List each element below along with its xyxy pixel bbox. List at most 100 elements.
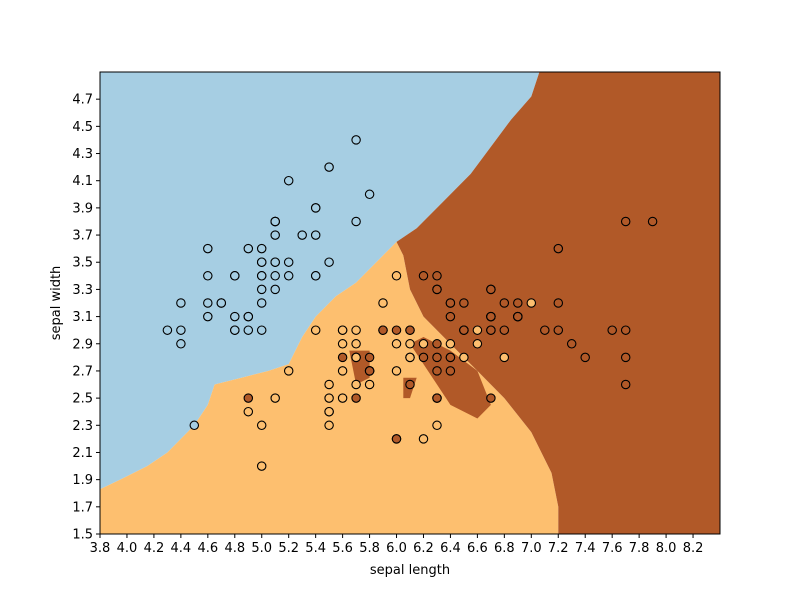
data-point [432, 339, 442, 349]
data-point [553, 243, 564, 254]
plot-area [100, 72, 720, 534]
data-point [418, 271, 429, 281]
data-point [176, 298, 186, 308]
data-point [540, 325, 550, 335]
y-tick-label: 1.7 [72, 500, 93, 515]
data-point [243, 243, 254, 254]
data-point [351, 339, 361, 349]
data-point [256, 257, 267, 267]
data-point [378, 298, 388, 308]
data-point [324, 406, 334, 417]
data-point [243, 393, 254, 403]
x-tick-label: 7.4 [575, 541, 596, 556]
data-point [256, 420, 267, 431]
x-tick-label: 8.2 [683, 541, 704, 556]
data-point [337, 366, 348, 376]
data-point [230, 311, 240, 322]
data-point [216, 298, 227, 308]
data-point [620, 216, 631, 227]
data-point [324, 420, 334, 431]
data-point [351, 379, 361, 390]
region-island-class-2 [410, 337, 491, 419]
data-point [256, 461, 267, 471]
data-point [189, 420, 200, 431]
data-point [620, 352, 631, 363]
y-axis-label: sepal width [49, 266, 64, 341]
data-point [337, 325, 348, 335]
data-point [459, 325, 469, 335]
x-tick-label: 5.2 [278, 541, 299, 556]
y-tick-label: 3.5 [72, 256, 93, 271]
data-point [310, 325, 321, 335]
y-tick-label: 1.9 [72, 473, 93, 488]
data-point [391, 366, 402, 376]
data-point [337, 393, 348, 403]
data-point [203, 298, 213, 308]
data-point [243, 406, 254, 417]
data-point [432, 393, 442, 403]
y-tick-label: 4.5 [72, 120, 93, 135]
data-point [526, 298, 537, 308]
data-point [432, 271, 442, 281]
data-point [486, 284, 496, 295]
data-point [351, 325, 361, 335]
data-point [486, 311, 496, 322]
data-point [405, 339, 415, 349]
data-point [337, 352, 348, 363]
data-point [243, 311, 254, 322]
data-point [270, 230, 280, 240]
y-tick-label: 2.9 [72, 337, 93, 352]
data-point [418, 339, 429, 349]
y-tick-label: 2.3 [72, 419, 93, 434]
data-point [513, 298, 523, 308]
x-tick-label: 8.0 [656, 541, 677, 556]
data-point [391, 339, 402, 349]
data-point [324, 162, 334, 172]
data-point [620, 325, 631, 335]
x-tick-label: 7.8 [629, 541, 650, 556]
x-axis: 3.8 4.0 4.2 4.4 4.6 4.8 5.0 5.2 5.4 5.6 5.8 6.0 6.2 6… [90, 534, 704, 556]
y-tick-label: 2.5 [72, 392, 93, 407]
data-point [283, 366, 294, 376]
data-point [283, 271, 294, 281]
data-point [270, 284, 280, 295]
x-tick-label: 6.2 [413, 541, 434, 556]
data-point [324, 393, 334, 403]
x-tick-label: 6.6 [467, 541, 488, 556]
x-tick-label: 4.6 [197, 541, 218, 556]
y-tick-label: 1.5 [72, 528, 93, 543]
data-point [432, 284, 442, 295]
region-class-0 [100, 72, 540, 490]
x-tick-label: 7.0 [521, 541, 542, 556]
data-point [364, 352, 375, 363]
data-point [405, 325, 415, 335]
data-point [162, 325, 173, 335]
y-tick-label: 3.7 [72, 229, 93, 244]
y-tick-label: 4.1 [72, 174, 93, 189]
y-tick-label: 4.7 [72, 93, 93, 108]
data-point [486, 393, 496, 403]
data-point [378, 325, 388, 335]
y-tick-label: 4.3 [72, 147, 93, 162]
data-point [499, 325, 510, 335]
data-point [364, 379, 375, 390]
data-point [405, 379, 415, 390]
x-tick-label: 5.0 [251, 541, 272, 556]
data-point [351, 216, 361, 227]
data-point [256, 325, 267, 335]
y-tick-label: 2.7 [72, 364, 93, 379]
x-axis-label: sepal length [370, 563, 450, 578]
data-point [203, 311, 213, 322]
data-point [499, 352, 510, 363]
data-point [351, 352, 361, 363]
x-tick-label: 5.8 [359, 541, 380, 556]
data-point [553, 325, 564, 335]
data-point [607, 325, 617, 335]
data-point [620, 379, 631, 390]
data-point [256, 298, 267, 308]
data-point [472, 339, 483, 349]
data-point [230, 325, 240, 335]
x-tick-label: 3.8 [90, 541, 111, 556]
data-point [418, 434, 429, 444]
